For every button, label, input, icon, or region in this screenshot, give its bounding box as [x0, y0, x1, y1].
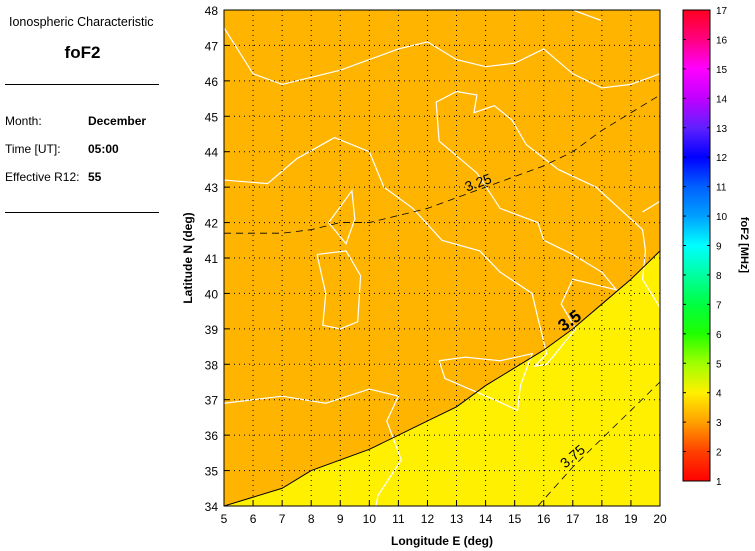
divider: [5, 212, 159, 213]
colorbar-tick-label: 1: [716, 477, 722, 488]
y-tick-label: 35: [205, 465, 219, 479]
r12-value: 55: [88, 170, 102, 184]
coastline: [438, 352, 534, 412]
colorbar-tick-label: 16: [716, 35, 728, 46]
x-axis-label: Longitude E (deg): [391, 534, 493, 548]
x-tick-label: 13: [450, 512, 464, 526]
x-tick-label: 7: [279, 512, 286, 526]
time-value: 05:00: [88, 142, 119, 156]
colorbar: [682, 9, 711, 482]
colorbar-tick-label: 12: [716, 153, 728, 164]
x-tick-label: 5: [221, 512, 228, 526]
y-tick-label: 34: [205, 500, 219, 514]
coastline: [316, 250, 362, 330]
colorbar-label: foF2 [MHz]: [738, 217, 750, 274]
colorbar-tick-label: 4: [716, 389, 722, 400]
x-tick-label: 11: [392, 512, 405, 526]
y-tick-label: 41: [205, 252, 219, 266]
colorbar-tick-label: 11: [716, 183, 727, 194]
panel-heading: Ionospheric Characteristic: [9, 15, 154, 29]
y-tick-label: 45: [205, 110, 219, 124]
colorbar-tick-label: 13: [716, 124, 728, 135]
x-tick-label: 18: [595, 512, 609, 526]
y-tick-label: 39: [205, 323, 219, 337]
colorbar-tick-label: 6: [716, 330, 722, 341]
x-tick-label: 16: [537, 512, 551, 526]
contour-line-3.5: [224, 250, 660, 506]
x-tick-label: 12: [421, 512, 435, 526]
y-tick-label: 36: [205, 429, 219, 443]
month-label: Month:: [5, 114, 42, 128]
r12-label: Effective R12:: [5, 170, 80, 184]
x-tick-label: 17: [566, 512, 580, 526]
x-tick-label: 14: [479, 512, 493, 526]
coastline: [224, 90, 660, 367]
colorbar-tick-label: 14: [716, 94, 728, 105]
x-tick-label: 6: [250, 512, 257, 526]
coastline: [224, 27, 660, 89]
y-tick-label: 37: [205, 394, 219, 408]
contour-line-3.75: [537, 381, 660, 506]
y-tick-label: 48: [205, 4, 219, 18]
time-label: Time [UT]:: [5, 142, 61, 156]
x-tick-label: 9: [337, 512, 344, 526]
coastlines: [224, 10, 660, 506]
colorbar-tick-label: 15: [716, 65, 728, 76]
coastline: [224, 388, 402, 506]
y-tick-label: 43: [205, 181, 219, 195]
y-tick-label: 47: [205, 39, 219, 53]
colorbar-tick-label: 7: [716, 300, 722, 311]
y-tick-label: 40: [205, 287, 219, 301]
contour-line-3.25: [224, 94, 660, 234]
coastline: [572, 10, 603, 22]
colorbar-tick-label: 3: [716, 418, 722, 429]
x-tick-label: 19: [624, 512, 638, 526]
x-tick-label: 15: [508, 512, 522, 526]
divider: [5, 84, 159, 85]
coastline: [328, 189, 356, 246]
y-axis-label: Latitude N (deg): [181, 212, 195, 303]
y-tick-label: 46: [205, 75, 219, 89]
characteristic-name: foF2: [64, 43, 101, 62]
colorbar-tick-label: 5: [716, 359, 722, 370]
y-tick-label: 38: [205, 358, 219, 372]
colorbar-tick-label: 8: [716, 271, 722, 282]
fill-region-3.5-4: [224, 250, 660, 506]
y-tick-label: 42: [205, 217, 219, 231]
coastline: [642, 200, 660, 213]
colorbar-tick-label: 10: [716, 212, 728, 223]
x-tick-label: 20: [653, 512, 667, 526]
x-tick-label: 8: [308, 512, 315, 526]
colorbar-tick-label: 9: [716, 242, 722, 253]
x-tick-label: 10: [363, 512, 377, 526]
colorbar-tick-label: 17: [716, 6, 728, 17]
colorbar-tick-label: 2: [716, 448, 722, 459]
y-tick-label: 44: [205, 146, 219, 160]
month-value: December: [88, 114, 147, 128]
